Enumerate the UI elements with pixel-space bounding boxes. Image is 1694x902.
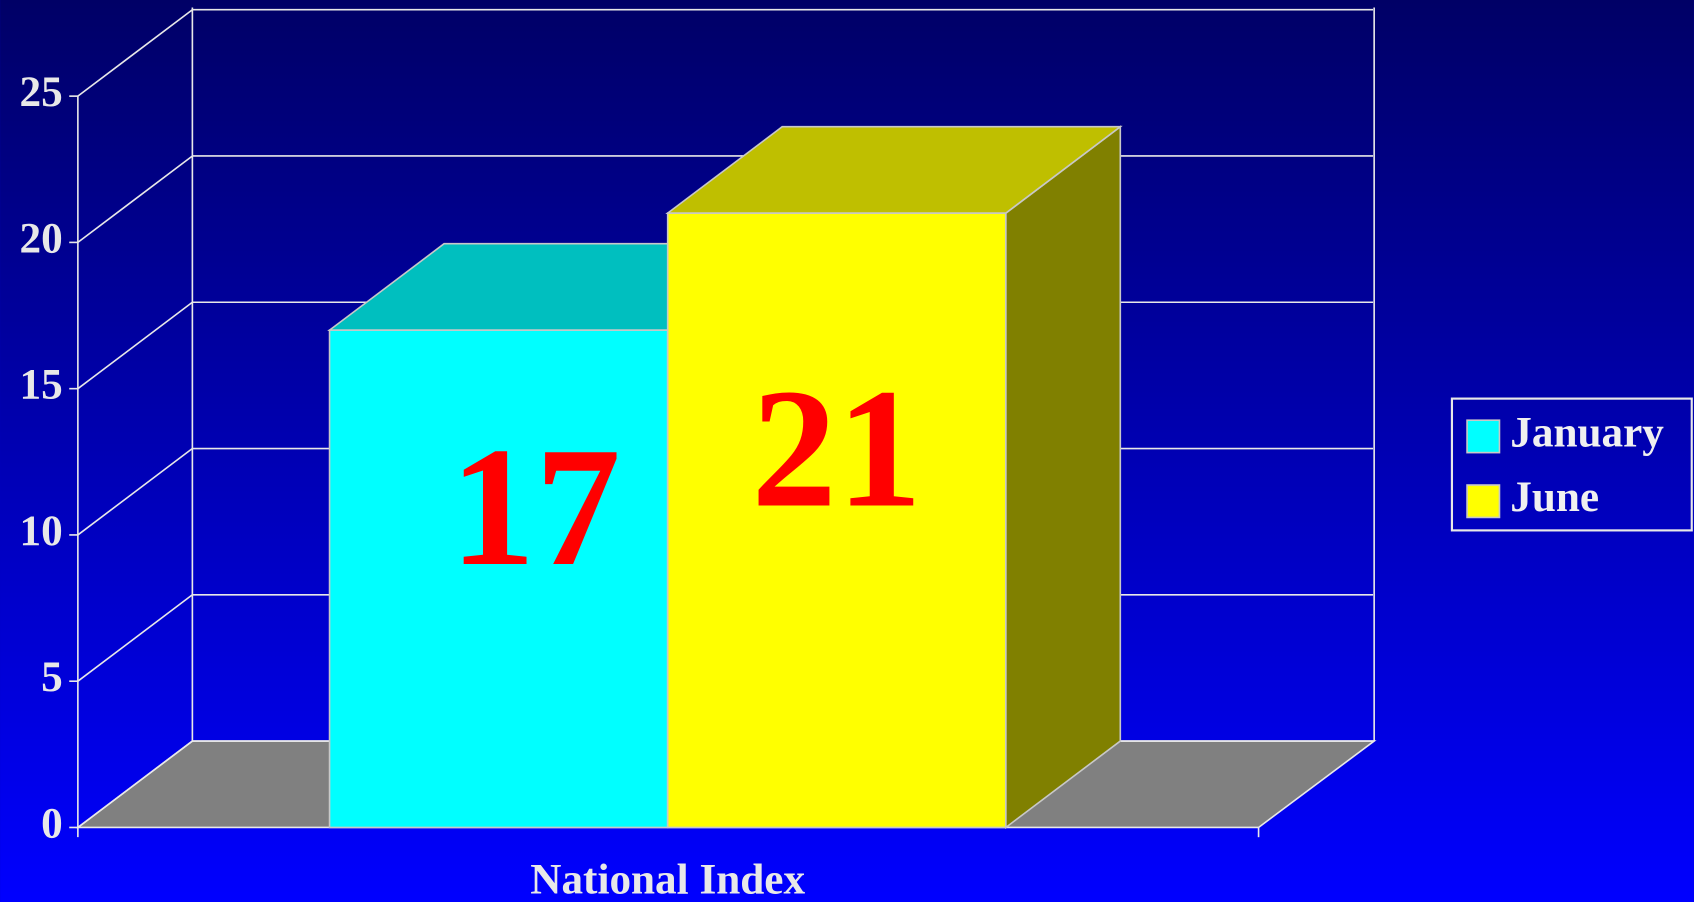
x-tick-label: National Index bbox=[530, 857, 805, 902]
legend-swatch bbox=[1466, 419, 1501, 454]
legend-label: June bbox=[1510, 474, 1599, 521]
bar bbox=[328, 329, 669, 829]
y-tick-label: 10 bbox=[20, 508, 63, 555]
bar-side bbox=[1004, 125, 1122, 830]
y-tick-label: 25 bbox=[20, 69, 63, 116]
y-tick-label: 20 bbox=[20, 215, 63, 262]
grid-line bbox=[77, 740, 193, 829]
y-tick-label: 5 bbox=[41, 654, 63, 701]
data-label: 21 bbox=[751, 353, 922, 542]
legend-box bbox=[1450, 397, 1693, 532]
legend-label: January bbox=[1510, 409, 1664, 456]
grid-line bbox=[77, 594, 193, 682]
grid-line bbox=[77, 301, 193, 390]
legend-swatch bbox=[1466, 484, 1501, 519]
y-tick-label: 0 bbox=[41, 800, 63, 847]
bar bbox=[666, 212, 1007, 829]
y-tick-label: 15 bbox=[20, 362, 63, 409]
grid-line bbox=[77, 155, 193, 244]
data-label: 17 bbox=[450, 412, 621, 601]
grid-line bbox=[77, 9, 193, 97]
grid-line bbox=[77, 447, 193, 536]
